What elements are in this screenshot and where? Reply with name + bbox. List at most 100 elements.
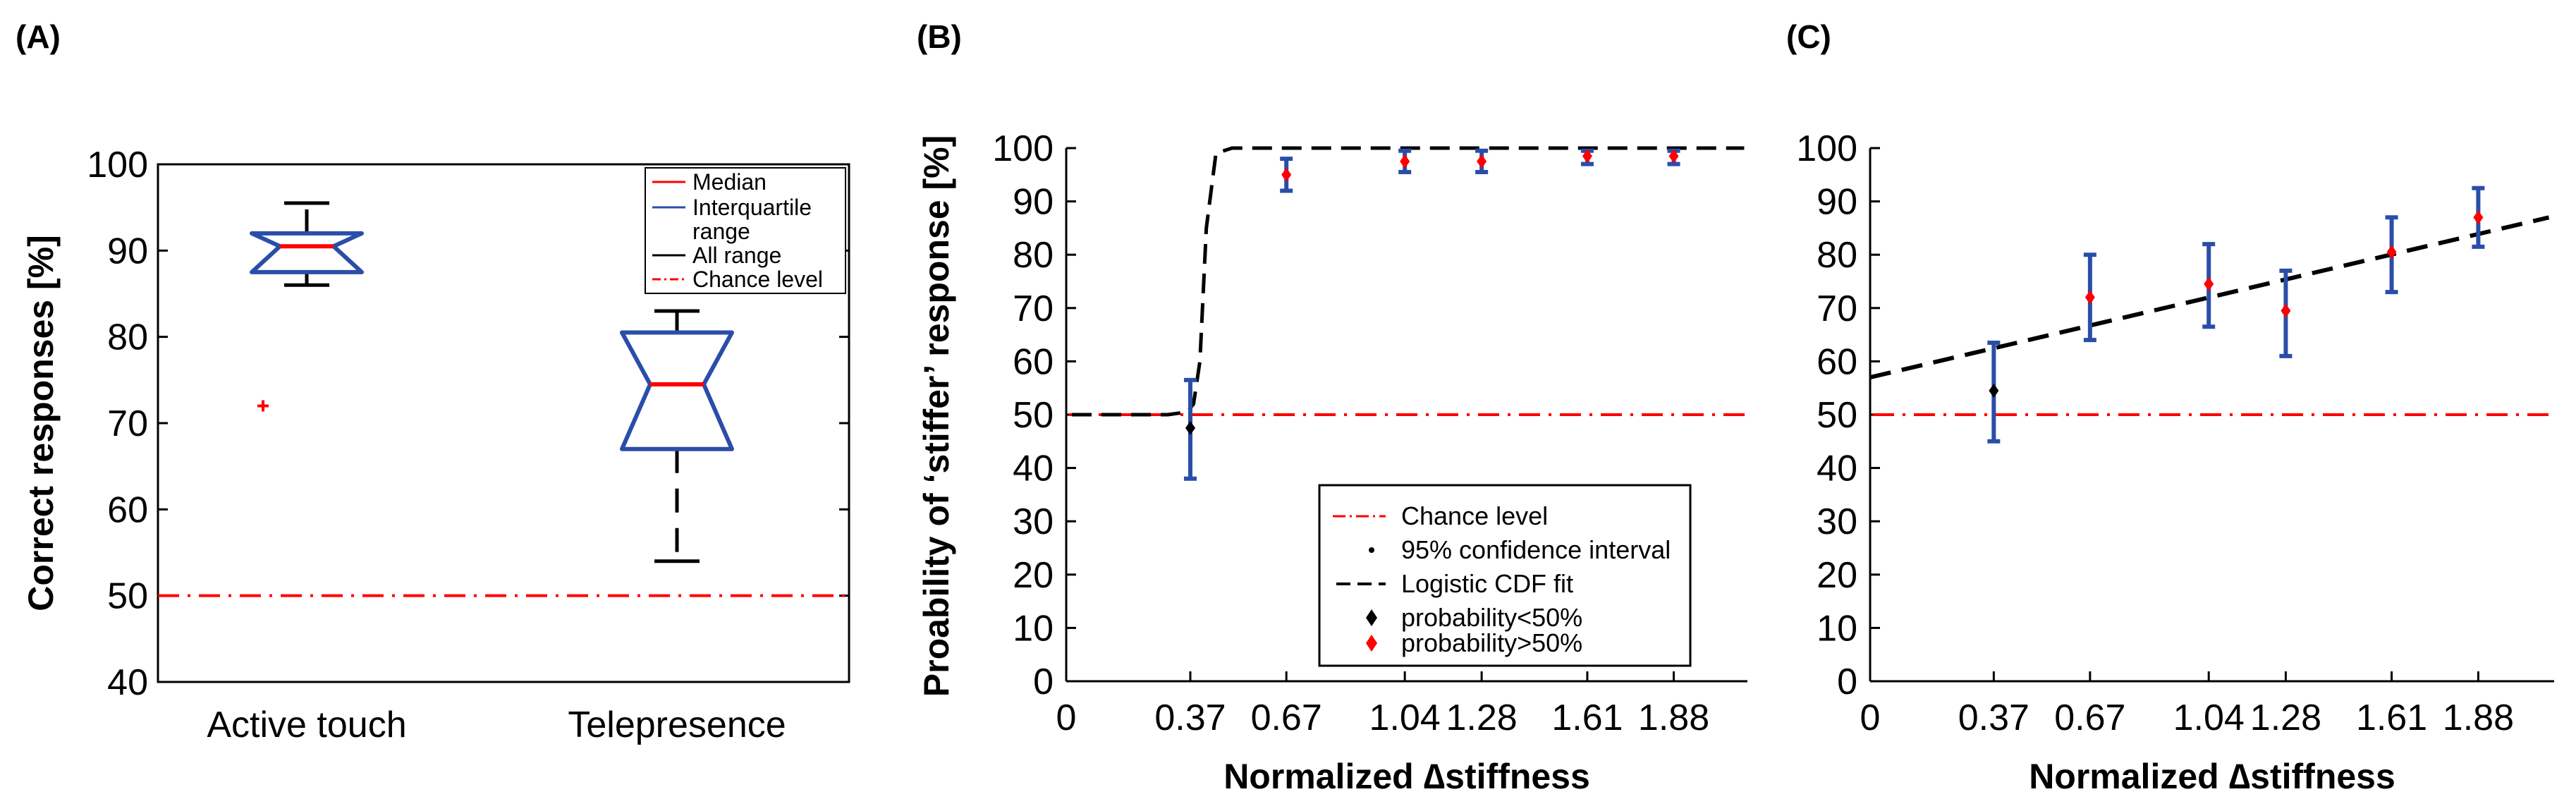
b-x-tick-label: 0.67	[1251, 697, 1322, 738]
panel-c-y-ticks: 0 10 20 30 40 50 60 70 80 90 100	[1796, 128, 1880, 702]
c-y-tick-label: 70	[1817, 288, 1857, 329]
panel-c-logistic-fit	[1869, 215, 2550, 380]
c-y-tick-label: 0	[1837, 661, 1857, 702]
c-x-tick-label: 0	[1860, 697, 1881, 738]
c-x-tick-label: 1.28	[2250, 697, 2321, 738]
panel-a-y-tick-label: 90	[107, 231, 148, 272]
b-x-tick-label: 0	[1056, 697, 1077, 738]
panel-a-boxes	[250, 201, 734, 563]
panel-b-legend: Chance level 95% confidence interval Log…	[1318, 484, 1692, 667]
panel-a-y-tick-label: 60	[107, 489, 148, 530]
b-y-tick-label: 50	[1013, 395, 1054, 436]
c-x-tick-label: 0.37	[1958, 697, 2029, 738]
b-y-tick-label: 20	[1013, 555, 1054, 596]
data-point-marker	[1185, 420, 1195, 435]
data-point-marker	[2473, 210, 2484, 225]
data-point-marker	[1477, 154, 1487, 169]
panel-a-y-tick-label: 40	[107, 662, 148, 703]
data-point-marker	[1400, 154, 1410, 169]
b-y-tick-label: 70	[1013, 288, 1054, 329]
c-x-tick-label: 1.04	[2173, 697, 2245, 738]
panel-a-x-category-label: Active touch	[207, 705, 406, 745]
legend-b-above-label: probability>50%	[1401, 628, 1582, 657]
b-x-tick-label: 1.04	[1369, 697, 1441, 738]
panel-a-y-tick-label: 80	[107, 317, 148, 358]
b-x-tick-label: 1.88	[1638, 697, 1709, 738]
panel-b-points	[1185, 149, 1679, 435]
box-group	[250, 201, 364, 412]
c-y-tick-label: 90	[1817, 182, 1857, 223]
legend-b-below-label: probability<50%	[1401, 603, 1582, 632]
c-y-tick-label: 100	[1796, 128, 1857, 169]
panel-a-x-category-label: Telepresence	[568, 705, 786, 745]
box-group	[620, 309, 734, 563]
b-x-tick-label: 1.28	[1446, 697, 1518, 738]
legend-median-label: Median	[692, 169, 767, 195]
legend-b-chance-label: Chance level	[1401, 501, 1548, 530]
panel-c-x-axis-title: Normalized ∆stiffness	[2029, 757, 2395, 796]
panel-a-legend-box	[645, 167, 846, 294]
b-y-tick-label: 90	[1013, 182, 1054, 223]
panel-c-label: (C)	[1786, 18, 1831, 55]
data-point-marker	[2204, 276, 2214, 291]
data-point-marker	[2084, 290, 2095, 305]
c-y-tick-label: 30	[1817, 501, 1857, 542]
b-x-tick-label: 1.61	[1551, 697, 1623, 738]
b-y-tick-label: 60	[1013, 341, 1054, 382]
c-x-tick-label: 1.88	[2443, 697, 2514, 738]
c-y-tick-label: 10	[1817, 608, 1857, 649]
panel-a-x-labels: Active touch Telepresence	[207, 705, 786, 745]
panel-a-y-tick-label: 100	[87, 145, 148, 185]
data-point-marker	[2386, 245, 2397, 260]
panel-a-legend: Median Interquartile range All range Chan…	[645, 167, 846, 294]
iqr-box	[250, 231, 364, 274]
c-x-tick-label: 0.67	[2054, 697, 2125, 738]
data-point-marker	[1668, 149, 1679, 164]
data-point-marker	[1281, 167, 1292, 182]
b-y-tick-label: 30	[1013, 501, 1054, 542]
legend-range-label: All range	[692, 243, 781, 268]
legend-b-below-swatch	[1366, 609, 1377, 626]
panel-c-points	[1989, 210, 2484, 398]
panel-c-error-bars	[1987, 185, 2485, 444]
c-x-tick-label: 1.61	[2356, 697, 2427, 738]
legend-b-above-swatch	[1366, 635, 1377, 652]
legend-iqr-label: Interquartile range	[692, 195, 812, 244]
panel-b-x-axis-title: Normalized ∆stiffness	[1223, 757, 1590, 796]
panel-a-y-ticks: 40 50 60 70 80 90 100	[87, 145, 849, 703]
panel-a-label: (A)	[16, 18, 61, 55]
data-point-marker	[2281, 303, 2291, 318]
panel-b: (B) 0 10 20 30 40 50 60 70 80 90 100 0 0.37 0.67 1.04…	[917, 18, 1747, 796]
b-y-tick-label: 0	[1033, 661, 1054, 702]
legend-b-fit-label: Logistic CDF fit	[1401, 569, 1573, 598]
data-point-marker	[1989, 383, 1999, 398]
c-y-tick-label: 50	[1817, 395, 1857, 436]
panel-c: (C) 0 10 20 30 40 50 60 70 80 90 100 0 0.37 0.67 1.04…	[1786, 18, 2554, 796]
panel-b-logistic-fit	[1072, 146, 1745, 417]
c-y-tick-label: 60	[1817, 341, 1857, 382]
b-x-tick-label: 0.37	[1154, 697, 1226, 738]
panel-b-label: (B)	[917, 18, 962, 55]
b-y-tick-label: 10	[1013, 608, 1054, 649]
b-y-tick-label: 80	[1013, 235, 1054, 276]
panel-a-y-tick-label: 70	[107, 403, 148, 444]
iqr-box	[620, 330, 734, 451]
panel-b-y-ticks: 0 10 20 30 40 50 60 70 80 90 100	[992, 128, 1076, 702]
panel-b-y-axis-title: Proability of ‘stiffer’ response [%]	[917, 135, 956, 697]
panel-a-y-tick-label: 50	[107, 576, 148, 617]
b-y-tick-label: 40	[1013, 449, 1054, 489]
c-y-tick-label: 20	[1817, 555, 1857, 596]
panel-b-x-ticks: 0 0.37 0.67 1.04 1.28 1.61 1.88	[1056, 671, 1709, 738]
legend-b-ci-label: 95% confidence interval	[1401, 535, 1671, 564]
b-y-tick-label: 100	[992, 128, 1054, 169]
data-point-marker	[1582, 149, 1592, 164]
panel-a: (A) 40 50 60 70 80 90 100 Active touch Telepres…	[16, 18, 850, 745]
c-y-tick-label: 40	[1817, 449, 1857, 489]
legend-b-ci-swatch	[1369, 547, 1374, 553]
c-y-tick-label: 80	[1817, 235, 1857, 276]
panel-b-error-bars	[1183, 148, 1680, 481]
panel-a-y-axis-title: Correct responses [%]	[21, 235, 61, 611]
legend-chance-label: Chance level	[692, 267, 823, 292]
panel-c-x-ticks: 0 0.37 0.67 1.04 1.28 1.61 1.88	[1860, 671, 2514, 738]
